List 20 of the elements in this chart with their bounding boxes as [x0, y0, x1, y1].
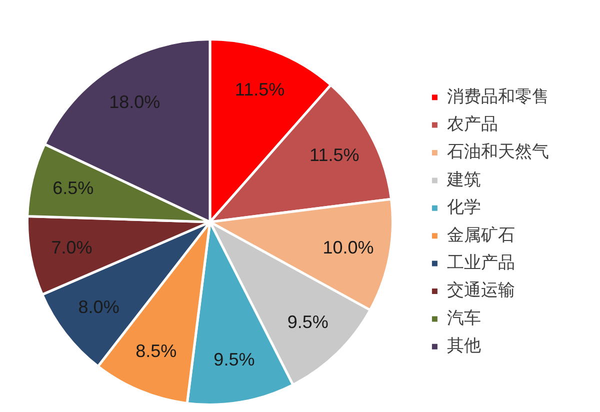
data-label: 6.5% — [52, 178, 94, 198]
legend-label: 工业产品 — [447, 253, 516, 272]
legend-label: 消费品和零售 — [447, 86, 550, 106]
legend-label: 金属矿石 — [447, 225, 516, 244]
data-label: 9.5% — [287, 312, 328, 332]
legend-label: 化学 — [447, 198, 482, 217]
data-label: 10.0% — [322, 237, 374, 258]
data-label: 7.0% — [51, 237, 92, 258]
legend-label: 其他 — [447, 336, 482, 356]
legend-label: 农产品 — [447, 114, 498, 134]
data-label: 9.5% — [214, 350, 255, 370]
data-label: 8.5% — [136, 340, 177, 361]
legend-label: 汽车 — [447, 308, 482, 328]
legend-label: 石油和天然气 — [447, 142, 550, 162]
legend-label: 建筑 — [446, 170, 482, 189]
legend-label: 交通运输 — [447, 280, 516, 300]
data-label: 11.5% — [310, 145, 360, 166]
data-label: 18.0% — [109, 92, 160, 112]
data-label: 11.5% — [234, 79, 285, 100]
data-label: 8.0% — [78, 297, 120, 318]
